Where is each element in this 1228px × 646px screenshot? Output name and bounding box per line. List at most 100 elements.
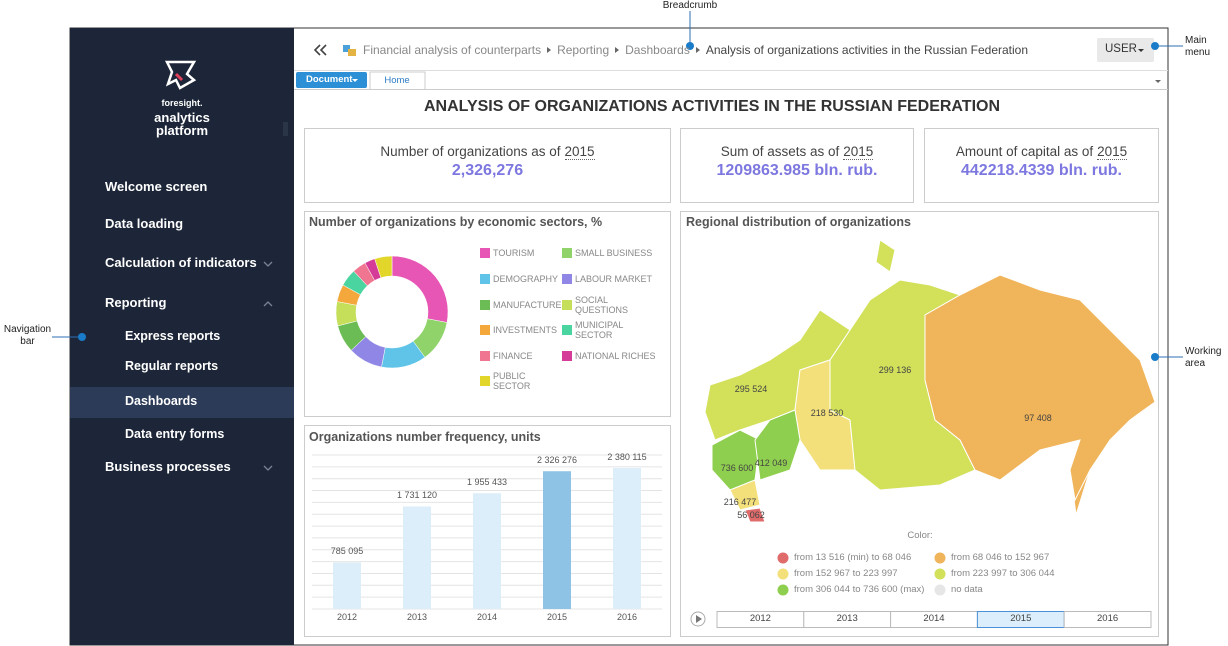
bar bbox=[333, 562, 361, 609]
kpi-card bbox=[680, 128, 914, 203]
legend-swatch bbox=[562, 325, 572, 335]
user-menu-button[interactable] bbox=[1097, 38, 1154, 62]
breadcrumb-icon bbox=[343, 45, 350, 52]
breadcrumb-separator bbox=[547, 47, 552, 53]
breadcrumb-item[interactable]: Financial analysis of counterparts bbox=[363, 43, 542, 57]
legend-swatch bbox=[480, 351, 490, 361]
nav-item[interactable]: Reporting bbox=[105, 295, 167, 310]
breadcrumb-item[interactable]: Dashboards bbox=[625, 43, 690, 57]
nav-subitem[interactable]: Dashboards bbox=[125, 394, 198, 408]
breadcrumb-item[interactable]: Analysis of organizations activities in … bbox=[705, 43, 1029, 57]
x-tick-label: 2015 bbox=[546, 612, 568, 622]
tab-label[interactable]: Document bbox=[306, 74, 353, 85]
kpi-label-text: Number of organizations as of bbox=[380, 144, 561, 159]
legend-label: INVESTMENTS bbox=[493, 325, 558, 335]
region-label: 299 136 bbox=[878, 365, 912, 375]
kpi-label: Sum of assets as of 2015 bbox=[680, 144, 914, 160]
callout-dot bbox=[1151, 353, 1159, 361]
nav-item[interactable]: Welcome screen bbox=[105, 179, 208, 194]
legend-swatch bbox=[480, 325, 490, 335]
collapse-button[interactable] bbox=[313, 44, 327, 56]
timeline-cell[interactable] bbox=[1063, 611, 1152, 628]
document-button[interactable] bbox=[296, 72, 367, 88]
legend-swatch bbox=[562, 351, 572, 361]
legend-label: SMALL BUSINESS bbox=[575, 248, 653, 258]
legend-label: TOURISM bbox=[493, 248, 535, 258]
x-tick-label: 2012 bbox=[336, 612, 358, 622]
tabs-menu-arrow[interactable] bbox=[1155, 80, 1161, 83]
legend-swatch bbox=[562, 300, 572, 310]
user-menu[interactable]: USER bbox=[1105, 43, 1137, 55]
map-region[interactable] bbox=[754, 409, 801, 481]
legend-label: from 306 044 to 736 600 (max) bbox=[794, 584, 925, 595]
nav-chevron[interactable] bbox=[263, 465, 273, 471]
timeline-label[interactable]: 2015 bbox=[1010, 613, 1032, 624]
timeline-label[interactable]: 2012 bbox=[749, 613, 771, 624]
region-label: 412 049 bbox=[754, 458, 788, 468]
kpi-year[interactable]: 2015 bbox=[564, 144, 595, 160]
legend-swatch bbox=[480, 376, 490, 386]
chart-title: Organizations number frequency, units bbox=[309, 430, 541, 444]
nav-item[interactable]: Calculation of indicators bbox=[105, 255, 257, 270]
map-region[interactable] bbox=[744, 507, 766, 523]
logo-text: analytics bbox=[154, 110, 210, 125]
kpi-value: 2,326,276 bbox=[451, 162, 524, 179]
kpi-label-text: Sum of assets as of bbox=[720, 144, 840, 159]
legend-swatch bbox=[777, 552, 789, 564]
map-island bbox=[875, 239, 896, 273]
logo-text: foresight. bbox=[161, 98, 203, 108]
annotation: Working area bbox=[1185, 346, 1222, 369]
kpi-value: 442218.4339 bln. rub. bbox=[961, 162, 1122, 179]
kpi-year[interactable]: 2015 bbox=[843, 144, 874, 160]
bar-value-label: 2 326 276 bbox=[536, 455, 578, 466]
map-region[interactable] bbox=[924, 274, 1156, 502]
region-label: 218 530 bbox=[810, 408, 844, 418]
donut-segment bbox=[374, 255, 393, 279]
breadcrumb-item[interactable]: Reporting bbox=[557, 43, 610, 57]
legend-swatch bbox=[934, 568, 946, 580]
nav-subitem[interactable]: Express reports bbox=[125, 329, 221, 343]
legend-label: MANUFACTURE bbox=[493, 300, 562, 310]
nav-subitem[interactable]: Data entry forms bbox=[125, 427, 225, 441]
legend-title: Color: bbox=[907, 530, 933, 541]
map-region[interactable] bbox=[729, 479, 761, 511]
sidebar bbox=[70, 28, 294, 645]
legend-label: DEMOGRAPHY bbox=[493, 274, 559, 284]
kpi-label: Amount of capital as of 2015 bbox=[924, 144, 1159, 160]
home-tab[interactable] bbox=[369, 71, 426, 89]
tab-label[interactable]: Home bbox=[384, 75, 410, 86]
kpi-card bbox=[924, 128, 1159, 203]
region-label: 216 477 bbox=[723, 497, 757, 507]
bar-value-label: 2 380 115 bbox=[607, 452, 647, 463]
timeline-label[interactable]: 2013 bbox=[836, 613, 858, 624]
dropdown-arrow bbox=[352, 79, 358, 82]
legend-swatch bbox=[777, 568, 789, 580]
bar-value-label: 785 095 bbox=[330, 546, 364, 557]
region-label: 295 524 bbox=[734, 384, 768, 394]
chart-title: Regional distribution of organizations bbox=[686, 215, 911, 229]
legend-label: PUBLIC SECTOR bbox=[493, 371, 531, 391]
nav-item[interactable]: Data loading bbox=[105, 216, 184, 231]
legend-label: LABOUR MARKET bbox=[575, 274, 653, 284]
kpi-card bbox=[304, 128, 671, 203]
annotation: Navigation bar bbox=[3, 324, 52, 347]
nav-chevron[interactable] bbox=[263, 261, 273, 267]
region-label: 56 062 bbox=[737, 510, 765, 520]
nav-item[interactable]: Business processes bbox=[105, 459, 231, 474]
nav-chevron[interactable] bbox=[263, 301, 273, 307]
kpi-label: Number of organizations as of 2015 bbox=[304, 144, 671, 160]
logo-accent bbox=[174, 72, 184, 82]
legend-label: from 223 997 to 306 044 bbox=[951, 568, 1055, 579]
nav-subitem[interactable]: Regular reports bbox=[125, 359, 219, 373]
timeline-label[interactable]: 2014 bbox=[923, 613, 945, 624]
breadcrumb-separator bbox=[615, 47, 620, 53]
x-tick-label: 2014 bbox=[476, 612, 498, 622]
x-tick-label: 2013 bbox=[406, 612, 428, 622]
bar-value-label: 1 731 120 bbox=[396, 490, 438, 501]
kpi-year[interactable]: 2015 bbox=[1097, 144, 1128, 160]
timeline-label[interactable]: 2016 bbox=[1097, 613, 1119, 624]
legend-swatch bbox=[934, 552, 946, 564]
annotation: Main menu bbox=[1185, 35, 1211, 58]
